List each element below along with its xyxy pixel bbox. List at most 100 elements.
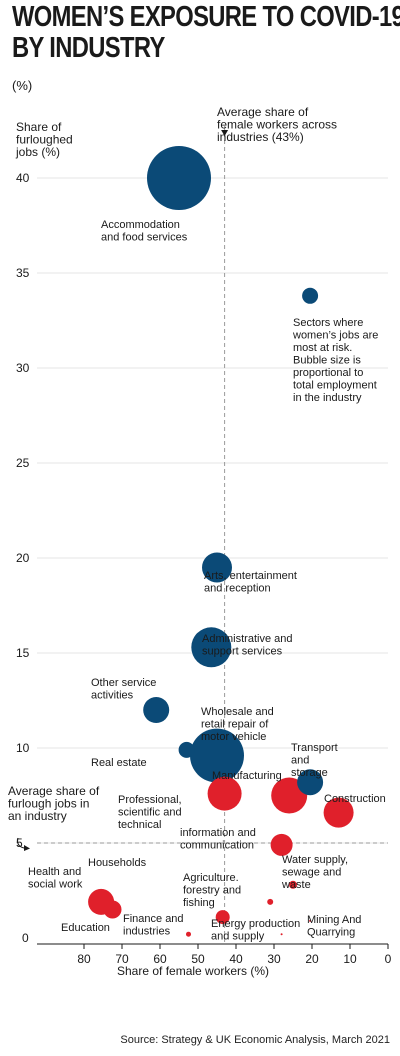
x-tick-label: 0 <box>385 952 392 966</box>
x-tick-label: 10 <box>343 952 357 966</box>
legend-note: Sectors where women’s jobs are most at ris… <box>292 317 378 404</box>
bubble-label-line: Arts, entertainment <box>204 570 297 582</box>
bubble-label-line: Water supply, <box>282 854 348 866</box>
bubble <box>309 919 312 922</box>
bubble-label: information and communication <box>180 827 256 852</box>
bubbles-layer <box>88 146 354 937</box>
bubble <box>186 931 191 937</box>
bubble <box>147 146 211 210</box>
bubble-label-line: social work <box>28 879 83 891</box>
bubble-label: Professional, scientific and technical <box>118 794 182 831</box>
bubble <box>267 898 274 905</box>
bubble-label-line: Finance and <box>123 913 184 925</box>
bubble <box>190 728 244 783</box>
reference-label-female-share-line: female workers across <box>217 118 337 132</box>
bubble-label: Water supply, sewage and waste <box>281 854 348 891</box>
bubble-label-line: waste <box>281 879 311 891</box>
y-tick-label: 10 <box>16 741 30 755</box>
bubble-label: Arts, entertainment and reception <box>204 570 297 595</box>
bubble-label-line: Energy production <box>211 918 300 930</box>
bubble-label: Other service activities <box>91 677 156 702</box>
reference-label-furlough-share-line: furlough jobs in <box>8 797 89 811</box>
y-tick-label: 20 <box>16 551 30 565</box>
reference-label-female-share-line: industries (43%) <box>217 130 304 144</box>
bubble-label-line: Quarrying <box>307 927 355 939</box>
bubble-label-line: Accommodation <box>101 219 180 231</box>
bubble-label-line: technical <box>118 819 161 831</box>
bubble-label-line: fishing <box>183 897 215 909</box>
bubble <box>191 627 232 668</box>
bubble-label: Finance and industries <box>123 913 184 938</box>
bubble-label: Energy production and supply <box>211 918 300 943</box>
legend-note-line: total employment <box>293 380 377 392</box>
bubble <box>289 880 297 889</box>
bubble-label-line: and reception <box>204 583 271 595</box>
bubble-label-line: Health and <box>28 866 81 878</box>
bubble-label-line: Education <box>61 922 110 934</box>
x-tick-label: 20 <box>305 952 319 966</box>
bubble-label: Education <box>61 922 110 934</box>
chart-subtitle: (%) <box>12 78 33 93</box>
bubble-label: Accommodation and food services <box>101 219 188 244</box>
x-tick-label: 30 <box>267 952 281 966</box>
bubble-label-line: Households <box>88 857 147 869</box>
bubble-label-line: communication <box>180 840 254 852</box>
bubble-label-line: storage <box>291 767 328 779</box>
bubble-label: Real estate <box>91 757 147 769</box>
y-tick-label: 30 <box>16 361 30 375</box>
reference-label-furlough-share-line: Average share of <box>8 784 100 798</box>
y-tick-label: 0 <box>22 931 29 945</box>
bubble <box>178 741 195 758</box>
bubble-label: Transport and storage <box>291 742 338 779</box>
reference-label-furlough-share-line: an industry <box>8 809 67 823</box>
bubble-label-line: information and <box>180 827 256 839</box>
bubble-labels-layer: Sectors where women’s jobs are most at ris… <box>28 219 386 943</box>
y-tick-label: 40 <box>16 171 30 185</box>
y-axis-title-line: jobs (%) <box>15 145 60 159</box>
bubble-label-line: scientific and <box>118 807 182 819</box>
bubble-label-line: industries <box>123 926 171 938</box>
bubble-label: Agriculture. forestry and fishing <box>183 872 241 909</box>
x-tick-label: 40 <box>229 952 243 966</box>
y-axis-title-line: furloughed <box>16 133 73 147</box>
bubble <box>207 776 242 811</box>
x-tick-label: 50 <box>191 952 205 966</box>
y-axis-title-line: Share of <box>16 120 62 134</box>
x-tick-label: 80 <box>77 952 91 966</box>
bubble <box>215 910 230 925</box>
x-axis-title: Share of female workers (%) <box>117 964 269 978</box>
bubble <box>143 697 170 723</box>
bubble-label-line: forestry and <box>183 885 241 897</box>
legend-note-line: most at risk. <box>293 342 352 354</box>
bubble <box>323 797 354 828</box>
bubble-label-line: Mining And <box>307 914 361 926</box>
legend-note-line: in the industry <box>293 392 362 404</box>
bubble-label-line: sewage and <box>282 867 341 879</box>
y-tick-label: 25 <box>16 456 30 470</box>
bubble <box>103 900 122 919</box>
legend-note-line: Bubble size is <box>293 355 361 367</box>
bubble-label-line: and food services <box>101 232 188 244</box>
legend-bubble <box>302 287 319 304</box>
bubble <box>270 833 293 856</box>
bubble-label-line: Wholesale and <box>201 706 274 718</box>
y-tick-label: 15 <box>16 646 30 660</box>
bubble-label-line: Agriculture. <box>183 872 239 884</box>
reference-arrowhead <box>24 845 30 851</box>
legend-note-line: women’s jobs are <box>292 330 378 342</box>
reference-label-female-share-line: Average share of <box>217 105 309 119</box>
reference-label-female-share: Average share of female workers across ind… <box>217 105 337 144</box>
bubble-label: Households <box>88 857 147 869</box>
bubble-label-line: and <box>291 755 309 767</box>
bubble-label-line: Administrative and <box>202 633 293 645</box>
bubble-label: Administrative and support services <box>202 633 293 658</box>
bubble <box>202 552 232 583</box>
bubble-label: Wholesale and retail repair of motor vehic… <box>201 706 274 743</box>
bubble-label: Health and social work <box>28 866 83 891</box>
bubble <box>297 769 324 796</box>
legend-note-line: proportional to <box>293 367 363 379</box>
bubble-label-line: retail repair of <box>201 719 269 731</box>
reference-arrow-curve <box>17 837 25 849</box>
bubble-label-line: Real estate <box>91 757 147 769</box>
